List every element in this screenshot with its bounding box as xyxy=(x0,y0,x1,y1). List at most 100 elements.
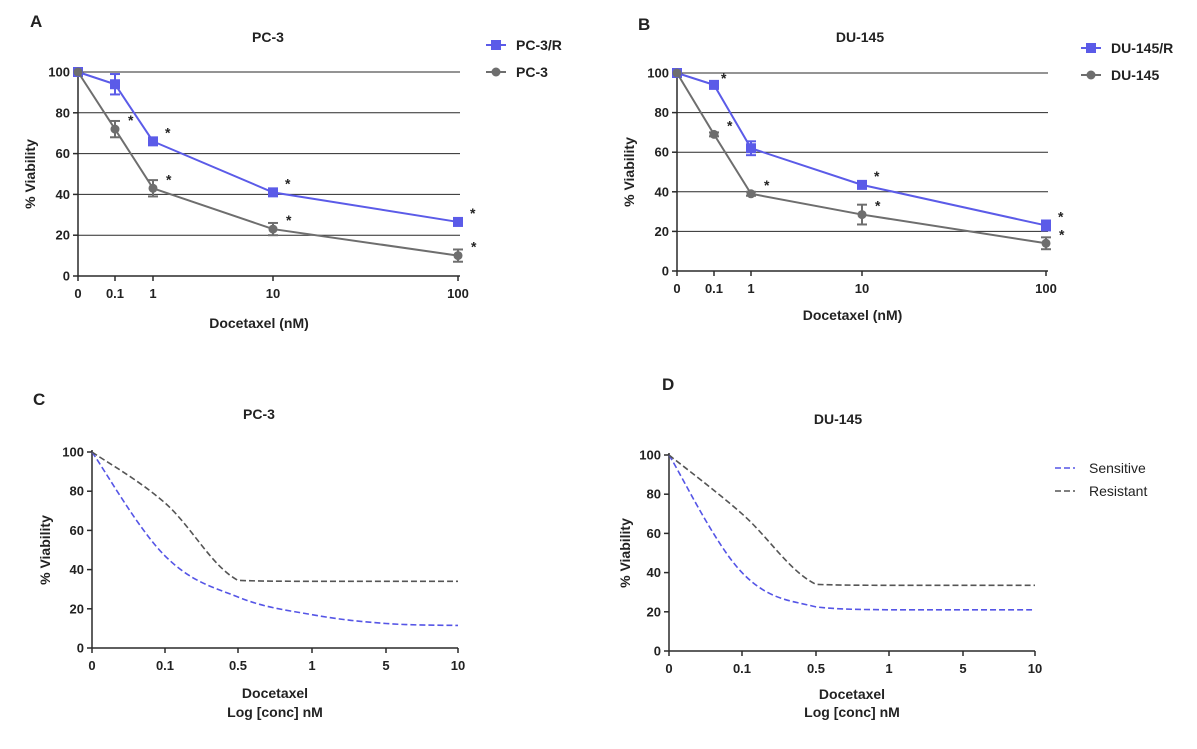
series-line xyxy=(676,72,1047,227)
chart-panel-a: A PC-3 0 20 40 60 80 100 0 0.1 1 10 100 Docetaxel (nM… xyxy=(22,12,562,331)
y-tick-label: 40 xyxy=(56,187,70,202)
panel-letter: B xyxy=(638,15,650,34)
x-tick-label: 10 xyxy=(1028,661,1042,676)
significance-marker: * xyxy=(875,198,881,214)
data-point xyxy=(148,136,158,147)
data-point xyxy=(672,68,682,78)
data-point xyxy=(148,183,158,193)
data-point xyxy=(857,179,867,190)
chart-title: DU-145 xyxy=(836,29,884,45)
data-point xyxy=(746,189,756,199)
y-axis-title: % Viability xyxy=(621,137,637,207)
x-tick-label: 100 xyxy=(1035,281,1057,296)
data-point xyxy=(73,67,83,77)
significance-marker: * xyxy=(1059,226,1065,242)
x-tick-label: 0.5 xyxy=(807,661,825,676)
data-point xyxy=(746,143,756,154)
data-point xyxy=(857,210,867,220)
y-axis-title: % Viability xyxy=(37,515,53,585)
y-tick-label: 20 xyxy=(647,604,661,619)
chart-panel-b: B DU-145 0 20 40 60 80 100 0 0.1 1 10 100 Docetaxel (… xyxy=(621,15,1173,323)
y-tick-label: 0 xyxy=(662,264,669,279)
legend-label: DU-145 xyxy=(1111,67,1159,83)
y-tick-label: 80 xyxy=(647,487,661,502)
y-tick-label: 80 xyxy=(56,105,70,120)
data-point xyxy=(110,79,120,90)
legend-item: Sensitive xyxy=(1055,460,1146,476)
y-tick-label: 80 xyxy=(655,105,669,120)
data-point xyxy=(110,124,120,134)
legend-label: PC-3/R xyxy=(516,37,562,53)
y-tick-label: 100 xyxy=(639,448,661,463)
x-tick-label: 5 xyxy=(382,658,389,673)
legend-label: Sensitive xyxy=(1089,460,1146,476)
chart-panel-d: D DU-145 0 20 40 60 80 100 0 0.1 0.5 1 5 10 Docetaxel L… xyxy=(617,375,1147,720)
significance-marker: * xyxy=(470,205,476,221)
x-tick-label: 1 xyxy=(885,661,892,676)
data-point xyxy=(1041,238,1051,248)
legend-item: PC-3/R xyxy=(486,37,562,53)
significance-marker: * xyxy=(285,175,291,191)
significance-marker: * xyxy=(764,177,770,193)
x-tick-label: 0 xyxy=(74,286,81,301)
x-tick-label: 1 xyxy=(308,658,315,673)
y-tick-label: 60 xyxy=(647,526,661,541)
x-axis-subtitle: Log [conc] nM xyxy=(227,704,323,720)
y-tick-label: 40 xyxy=(647,565,661,580)
legend: PC-3/R PC-3 xyxy=(486,37,562,80)
series-pc-3-r: * * * xyxy=(73,67,476,227)
y-tick-label: 40 xyxy=(655,184,669,199)
x-tick-label: 100 xyxy=(447,286,469,301)
x-axis-title: Docetaxel xyxy=(242,685,308,701)
y-tick-label: 60 xyxy=(655,145,669,160)
legend-swatch-marker xyxy=(491,40,501,50)
y-tick-label: 20 xyxy=(655,224,669,239)
x-tick-label: 1 xyxy=(747,281,754,296)
y-tick-label: 0 xyxy=(77,641,84,656)
y-tick-label: 60 xyxy=(70,523,84,538)
legend-item: Resistant xyxy=(1055,483,1147,499)
panel-letter: C xyxy=(33,390,45,409)
significance-marker: * xyxy=(1058,208,1064,224)
panel-letter: A xyxy=(30,12,42,31)
series-sensitive xyxy=(91,451,459,627)
legend-item: DU-145 xyxy=(1081,67,1159,83)
data-point xyxy=(268,224,278,234)
series-resistant xyxy=(668,454,1035,587)
series-line xyxy=(77,71,459,257)
y-tick-label: 80 xyxy=(70,484,84,499)
series-line xyxy=(77,71,459,223)
significance-marker: * xyxy=(165,124,171,140)
data-point xyxy=(1041,220,1051,231)
legend-label: DU-145/R xyxy=(1111,40,1173,56)
legend-item: DU-145/R xyxy=(1081,40,1173,56)
x-tick-label: 0.1 xyxy=(106,286,124,301)
y-tick-label: 100 xyxy=(62,445,84,460)
x-tick-label: 0.1 xyxy=(733,661,751,676)
series-curve xyxy=(91,451,458,583)
significance-marker: * xyxy=(286,212,292,228)
series-curve xyxy=(668,454,1035,611)
series-sensitive xyxy=(668,454,1035,611)
x-tick-label: 10 xyxy=(266,286,280,301)
data-point xyxy=(453,216,463,227)
y-axis-title: % Viability xyxy=(617,518,633,588)
data-point xyxy=(709,79,719,90)
significance-marker: * xyxy=(128,112,134,128)
x-axis-title: Docetaxel (nM) xyxy=(803,307,903,323)
legend-label: PC-3 xyxy=(516,64,548,80)
x-tick-label: 0 xyxy=(665,661,672,676)
x-tick-label: 0.5 xyxy=(229,658,247,673)
chart-panel-c: C PC-3 0 20 40 60 80 100 0 0.1 0.5 1 5 10 Docetaxel Log… xyxy=(33,390,465,720)
y-tick-label: 20 xyxy=(70,601,84,616)
significance-marker: * xyxy=(471,239,477,255)
y-tick-label: 20 xyxy=(56,228,70,243)
y-tick-label: 100 xyxy=(647,66,669,81)
significance-marker: * xyxy=(721,70,727,86)
significance-marker: * xyxy=(727,117,733,133)
significance-marker: * xyxy=(166,171,172,187)
legend-swatch-marker xyxy=(1086,70,1096,80)
panel-letter: D xyxy=(662,375,674,394)
x-tick-label: 0.1 xyxy=(156,658,174,673)
